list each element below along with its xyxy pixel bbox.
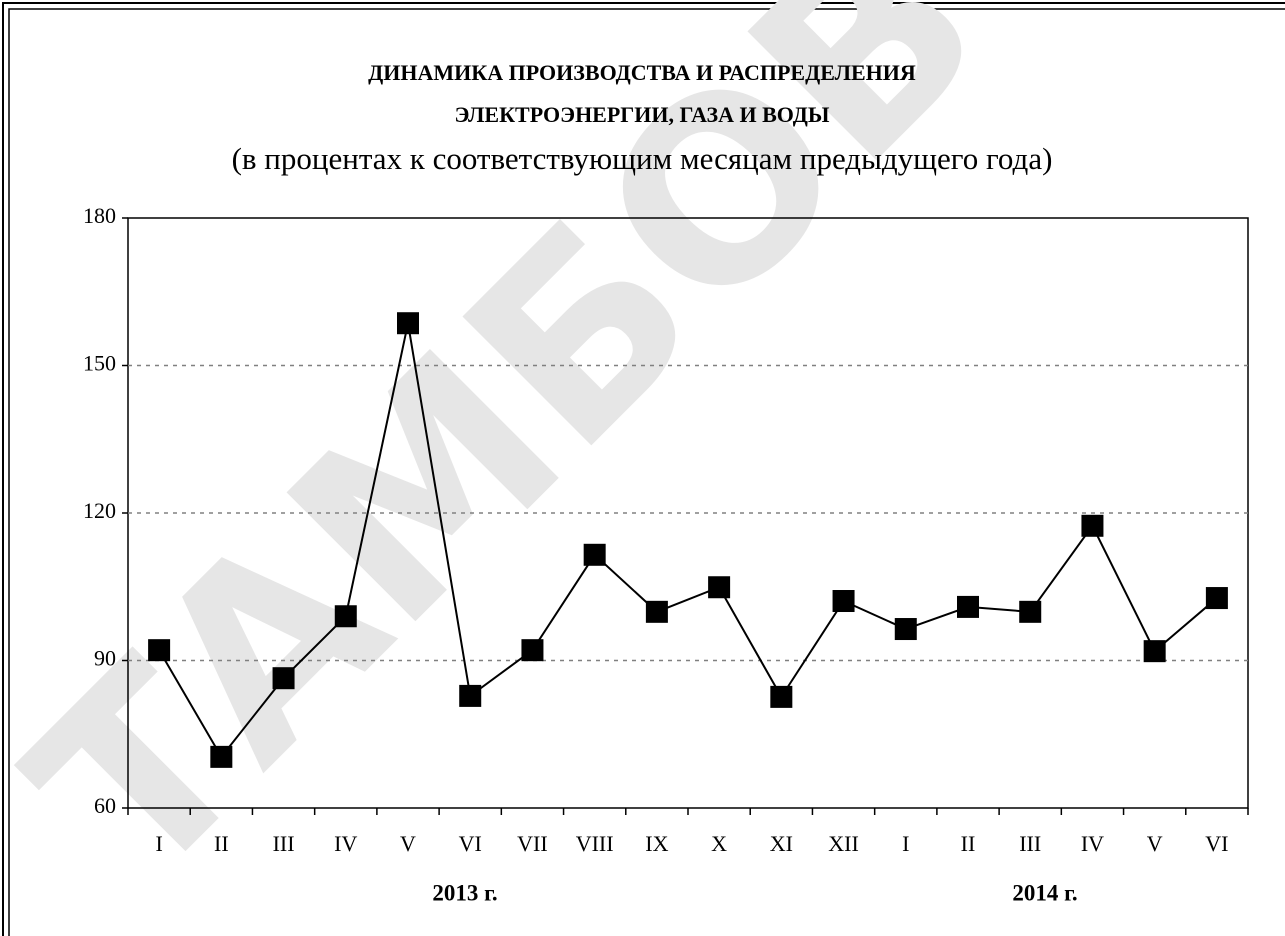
- marker: [521, 639, 544, 662]
- inner-border: [8, 8, 1285, 936]
- marker: [1143, 640, 1166, 663]
- marker: [583, 543, 606, 566]
- marker: [459, 684, 482, 707]
- x-tick-label: IV: [334, 831, 357, 856]
- x-tick-label: VII: [517, 831, 548, 856]
- marker: [272, 667, 295, 690]
- chart-subtitle: (в процентах к соответствующим месяцам п…: [232, 141, 1053, 176]
- y-tick-label: 120: [83, 498, 116, 523]
- y-tick-label: 90: [94, 646, 116, 671]
- x-tick-label: I: [155, 831, 162, 856]
- chart-title: ЭЛЕКТРОЭНЕРГИИ, ГАЗА И ВОДЫ: [455, 102, 830, 127]
- x-tick-label: III: [273, 831, 295, 856]
- x-tick-label: II: [961, 831, 976, 856]
- year-label: 2013 г.: [432, 880, 497, 905]
- x-tick-label: VIII: [576, 831, 614, 856]
- marker: [397, 312, 419, 335]
- x-tick-label: V: [1147, 831, 1163, 856]
- x-tick-label: VI: [459, 831, 482, 856]
- x-tick-label: III: [1019, 831, 1041, 856]
- marker: [645, 600, 668, 623]
- marker: [1205, 587, 1228, 610]
- marker: [708, 576, 731, 599]
- x-tick-label: IX: [645, 831, 668, 856]
- y-tick-label: 150: [83, 351, 116, 376]
- x-tick-label: VI: [1205, 831, 1228, 856]
- x-tick-label: X: [711, 831, 727, 856]
- year-label: 2014 г.: [1012, 880, 1077, 905]
- x-tick-label: XI: [770, 831, 793, 856]
- marker: [894, 618, 917, 641]
- marker: [210, 745, 233, 768]
- y-tick-label: 180: [83, 203, 116, 228]
- x-tick-label: IV: [1081, 831, 1104, 856]
- marker: [832, 590, 855, 613]
- x-tick-label: V: [400, 831, 416, 856]
- x-tick-label: II: [214, 831, 229, 856]
- marker: [1019, 600, 1042, 623]
- marker: [148, 639, 171, 662]
- x-tick-label: I: [902, 831, 909, 856]
- y-tick-label: 60: [94, 793, 116, 818]
- chart-title: ДИНАМИКА ПРОИЗВОДСТВА И РАСПРЕДЕЛЕНИЯ: [368, 60, 916, 85]
- marker: [1081, 514, 1104, 537]
- marker: [334, 605, 357, 628]
- marker: [770, 685, 793, 708]
- x-tick-label: XII: [828, 831, 859, 856]
- marker: [957, 595, 979, 618]
